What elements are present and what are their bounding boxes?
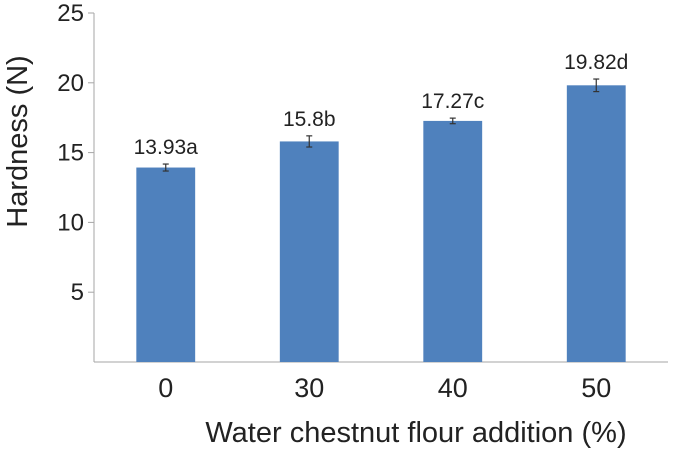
- y-tick-label: 20: [57, 70, 84, 97]
- x-axis: 0 30 40 50: [94, 361, 668, 403]
- bar: [566, 85, 626, 362]
- x-ticks: 0 30 40 50: [158, 373, 611, 403]
- bar: [136, 167, 196, 362]
- y-tick-label: 5: [71, 279, 84, 306]
- y-tick-label: 10: [57, 209, 84, 236]
- x-axis-title: Water chestnut flour addition (%): [205, 417, 626, 449]
- data-label: 17.27c: [421, 90, 484, 113]
- y-ticks: 5 10 15 20 25: [57, 0, 94, 306]
- y-axis: 5 10 15 20 25: [57, 0, 95, 362]
- y-axis-title: Hardness (N): [2, 55, 34, 227]
- data-label: 15.8b: [283, 108, 336, 131]
- y-tick-label: 25: [57, 0, 84, 27]
- error-bar: [162, 163, 169, 172]
- x-tick-label: 30: [294, 373, 324, 403]
- bars: [136, 85, 626, 362]
- y-tick-label: 15: [57, 140, 84, 167]
- bar: [423, 120, 483, 362]
- bar: [279, 141, 339, 362]
- data-label: 13.93a: [134, 136, 199, 159]
- data-labels: 13.93a 15.8b 17.27c 19.82d: [134, 51, 629, 159]
- error-bar: [449, 117, 456, 125]
- error-bars: [162, 78, 600, 172]
- x-tick-label: 0: [158, 373, 173, 403]
- error-bar: [306, 135, 313, 148]
- data-label: 19.82d: [564, 51, 628, 74]
- x-tick-label: 50: [581, 373, 611, 403]
- error-bar: [593, 78, 600, 93]
- x-tick-label: 40: [438, 373, 468, 403]
